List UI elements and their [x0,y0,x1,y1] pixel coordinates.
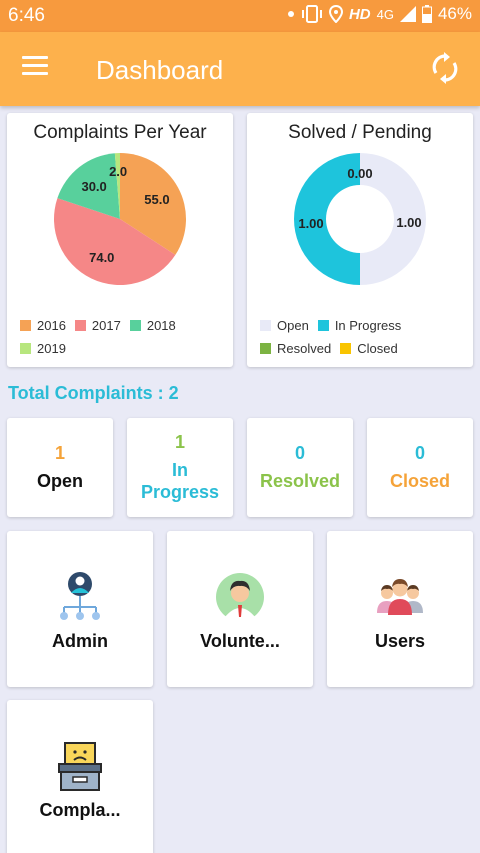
menu-label: Admin [52,631,108,651]
slice-open [360,153,426,285]
slice-2019 [114,153,120,219]
stat-label: Closed [389,471,450,491]
slice-2018 [57,153,120,219]
total-complaints-label: Total Complaints : 2 [8,383,179,403]
data-label-2018: 30.0 [81,179,106,194]
users-group-icon [377,579,423,615]
network-type-label: 4G [376,6,394,22]
stat-count: 0 [414,443,425,463]
chart-legend: Open In Progress Resolved Closed [260,318,470,364]
network-hd-label: HD [348,5,371,23]
volunteer-avatar-icon [216,573,264,623]
solved-pending-card: Solved / Pending 0.00 1.00 1.00 Open In Pr… [247,113,473,367]
menu-label: Compla... [39,800,121,820]
stat-label: Resolved [259,471,341,491]
hamburger-menu-icon[interactable] [22,56,54,82]
menu-card-admin[interactable]: Admin [7,531,153,687]
stat-label: In Progress [140,460,220,502]
data-label-open: 1.00 [396,215,421,230]
chart-legend: 2016 2017 2018 2019 [20,318,230,364]
refresh-icon[interactable] [430,52,460,84]
complaints-pie-chart: 55.0 74.0 30.02.0 [53,153,186,285]
page-title: Dashboard [96,55,224,85]
data-label-in-progress: 1.00 [298,216,323,231]
vibrate-icon [301,5,322,23]
location-icon [328,5,343,23]
complaints-per-year-card: Complaints Per Year 55.0 74.0 30.0 2.0 2016… [7,113,233,367]
slice-in-progress [294,153,360,285]
legend-item-closed: Closed [340,341,398,356]
complaint-box-icon [58,742,102,791]
legend-item-in-progress: In Progress [317,318,401,333]
menu-label: Volunte... [200,631,280,651]
legend-item-2016: 2016 [20,318,66,333]
slice-2017 [53,198,176,285]
menu-card-complaints[interactable]: Compla... [7,700,153,853]
legend-item-2017: 2017 [74,318,121,333]
data-label-2019: 2.0 [109,164,127,179]
legend-item-2019: 2019 [20,341,66,356]
chart-title: Solved / Pending [288,122,432,143]
legend-item-2018: 2018 [129,318,176,333]
menu-label: Users [374,631,426,651]
legend-item-resolved: Resolved [260,341,331,356]
data-label-2017: 74.0 [89,250,114,265]
menu-card-users[interactable]: Users [327,531,473,687]
stat-card-resolved[interactable]: 0 Resolved [247,418,353,517]
chart-title: Complaints Per Year [33,122,207,143]
legend-item-open: Open [260,318,309,333]
data-label-2016: 55.0 [144,192,169,207]
status-bar: 6:46 HD 4G 46% [0,0,480,32]
stat-label: Open [36,471,83,491]
signal-icon [399,6,416,22]
notification-dot-icon [287,11,294,17]
stat-card-in-progress[interactable]: 1 In Progress [127,418,233,517]
data-label-zero: 0.00 [347,166,372,181]
battery-percent: 46% [437,4,472,23]
solved-pending-donut-chart: 0.00 1.00 1.00 [294,153,426,285]
app-bar: Dashboard [0,32,480,106]
slice-2016 [120,153,186,255]
admin-network-icon [60,572,100,620]
stat-count: 0 [294,443,305,463]
stat-count: 1 [54,443,65,463]
battery-icon [421,5,432,23]
status-time: 6:46 [8,5,45,26]
stat-card-closed[interactable]: 0 Closed [367,418,473,517]
stat-count: 1 [174,432,185,452]
status-icons: HD 4G 46% [287,4,472,24]
menu-card-volunteer[interactable]: Volunte... [167,531,313,687]
stat-card-open[interactable]: 1 Open [7,418,113,517]
